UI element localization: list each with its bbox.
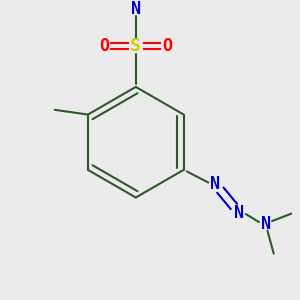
Text: S: S xyxy=(130,37,141,55)
Text: N: N xyxy=(131,1,141,19)
Text: O: O xyxy=(162,37,172,55)
Text: N: N xyxy=(210,175,220,193)
Text: N: N xyxy=(261,214,271,232)
Text: O: O xyxy=(99,37,109,55)
Text: N: N xyxy=(234,203,244,221)
